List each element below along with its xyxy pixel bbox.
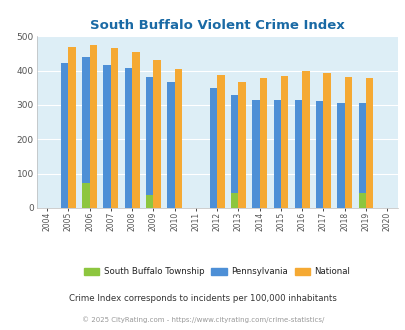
Bar <box>230 193 238 208</box>
Legend: South Buffalo Township, Pennsylvania, National: South Buffalo Township, Pennsylvania, Na… <box>80 264 353 280</box>
Bar <box>273 100 280 208</box>
Bar <box>238 82 245 208</box>
Bar <box>315 101 323 208</box>
Bar <box>174 69 182 208</box>
Bar <box>61 63 68 208</box>
Text: Crime Index corresponds to incidents per 100,000 inhabitants: Crime Index corresponds to incidents per… <box>69 294 336 303</box>
Bar <box>280 76 288 208</box>
Bar <box>337 103 344 208</box>
Bar <box>132 52 139 208</box>
Bar <box>146 77 153 208</box>
Bar <box>82 57 90 208</box>
Bar <box>259 78 266 208</box>
Bar <box>301 71 309 208</box>
Bar <box>124 68 132 208</box>
Bar <box>153 60 160 208</box>
Bar <box>146 195 153 208</box>
Bar <box>167 82 174 208</box>
Text: © 2025 CityRating.com - https://www.cityrating.com/crime-statistics/: © 2025 CityRating.com - https://www.city… <box>82 317 323 323</box>
Bar <box>323 73 330 208</box>
Bar <box>230 95 238 208</box>
Bar <box>68 47 76 208</box>
Bar <box>217 75 224 208</box>
Bar <box>103 65 111 208</box>
Bar <box>358 103 365 208</box>
Bar <box>209 88 217 208</box>
Bar <box>294 100 301 208</box>
Bar <box>90 45 97 208</box>
Title: South Buffalo Violent Crime Index: South Buffalo Violent Crime Index <box>90 19 344 32</box>
Bar <box>365 78 373 208</box>
Bar <box>358 193 365 208</box>
Bar <box>82 183 90 208</box>
Bar <box>344 77 351 208</box>
Bar <box>252 100 259 208</box>
Bar <box>111 48 118 208</box>
